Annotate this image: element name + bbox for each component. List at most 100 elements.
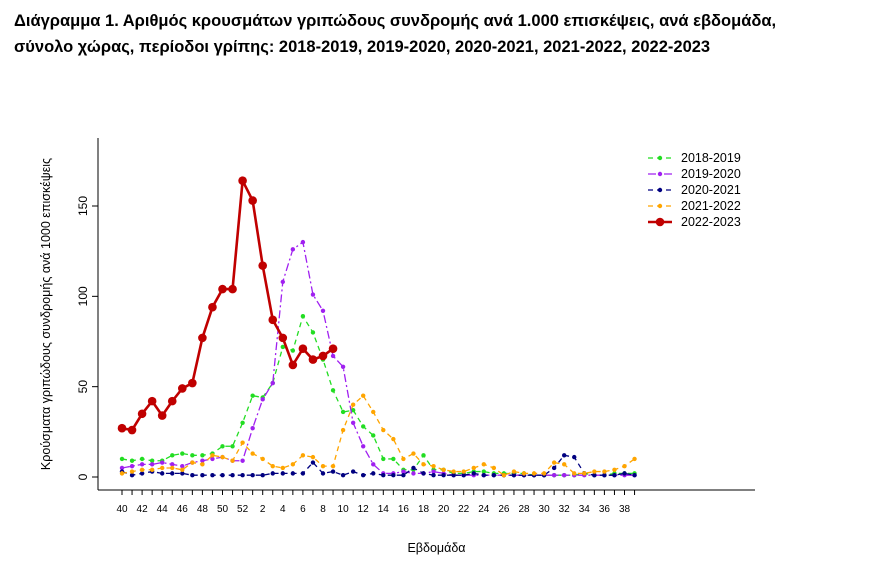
- x-tick-label: 52: [237, 504, 249, 515]
- data-point-2018-2019: [330, 388, 336, 393]
- data-point-2019-2020: [270, 380, 275, 386]
- data-point-2018-2019: [180, 451, 185, 456]
- data-point-2022-2023: [117, 423, 127, 433]
- data-point-2018-2019: [230, 444, 235, 449]
- data-point-2018-2019: [190, 453, 195, 458]
- data-point-2021-2022: [260, 456, 265, 462]
- data-point-2020-2021: [381, 472, 386, 478]
- data-point-2021-2022: [531, 471, 537, 476]
- x-tick-label: 10: [338, 504, 350, 515]
- data-point-2020-2021: [481, 472, 486, 478]
- legend-label-2020-2021: 2020-2021: [681, 183, 741, 197]
- data-point-2018-2019: [250, 393, 255, 398]
- data-point-2022-2023: [328, 344, 338, 354]
- data-point-2021-2022: [290, 462, 296, 467]
- data-point-2019-2020: [361, 444, 366, 449]
- data-point-2018-2019: [139, 456, 145, 462]
- data-point-2020-2021: [371, 471, 376, 476]
- data-point-2020-2021: [491, 472, 497, 478]
- data-point-2020-2021: [270, 471, 275, 476]
- data-point-2021-2022: [632, 456, 637, 462]
- data-point-2020-2021: [401, 472, 406, 478]
- data-point-2020-2021: [612, 472, 617, 478]
- data-point-2021-2022: [310, 454, 316, 460]
- data-point-2020-2021: [461, 472, 466, 478]
- data-point-2021-2022: [210, 453, 215, 458]
- x-tick-label: 24: [478, 504, 490, 515]
- data-point-2021-2022: [250, 451, 255, 456]
- legend-marker-2018-2019: [657, 155, 663, 161]
- data-point-2021-2022: [381, 427, 386, 433]
- data-point-2021-2022: [149, 467, 155, 472]
- data-point-2021-2022: [371, 409, 376, 415]
- data-point-2018-2019: [361, 424, 366, 429]
- data-point-2020-2021: [361, 472, 366, 478]
- data-point-2021-2022: [582, 471, 587, 476]
- data-point-2018-2019: [481, 469, 486, 474]
- chart-title-line2: σύνολο χώρας, περίοδοι γρίπης: 2018-2019…: [14, 38, 711, 56]
- data-point-2019-2020: [180, 463, 185, 469]
- y-tick-label: 0: [76, 473, 90, 480]
- data-point-2022-2023: [208, 302, 217, 312]
- data-point-2022-2023: [318, 351, 328, 361]
- data-point-2019-2020: [310, 292, 316, 297]
- data-point-2021-2022: [551, 460, 557, 465]
- data-point-2021-2022: [541, 471, 547, 476]
- data-point-2020-2021: [411, 465, 416, 471]
- data-point-2021-2022: [119, 471, 125, 476]
- data-point-2019-2020: [290, 247, 296, 252]
- data-point-2022-2023: [178, 384, 187, 393]
- data-point-2019-2020: [411, 471, 416, 476]
- data-point-2018-2019: [119, 456, 125, 462]
- data-point-2022-2023: [288, 360, 298, 370]
- data-point-2020-2021: [230, 472, 235, 478]
- data-point-2019-2020: [240, 458, 245, 463]
- data-point-2022-2023: [228, 284, 237, 294]
- data-point-2020-2021: [190, 472, 195, 478]
- data-point-2018-2019: [240, 420, 245, 425]
- data-point-2021-2022: [602, 469, 607, 474]
- data-point-2022-2023: [238, 176, 247, 186]
- data-point-2019-2020: [401, 469, 406, 474]
- data-point-2020-2021: [330, 469, 336, 474]
- data-point-2019-2020: [431, 469, 436, 474]
- data-point-2021-2022: [170, 465, 175, 471]
- x-tick-label: 30: [539, 504, 551, 515]
- data-point-2019-2020: [139, 462, 145, 467]
- data-point-2018-2019: [340, 409, 346, 415]
- data-point-2021-2022: [491, 465, 497, 471]
- data-point-2021-2022: [572, 471, 577, 476]
- x-tick-label: 14: [378, 504, 390, 515]
- data-point-2021-2022: [471, 465, 476, 471]
- legend-label-2021-2022: 2021-2022: [681, 199, 741, 213]
- data-point-2020-2021: [391, 472, 396, 478]
- data-point-2018-2019: [381, 456, 386, 462]
- x-tick-label: 8: [320, 504, 326, 515]
- data-point-2020-2021: [622, 471, 627, 476]
- data-point-2021-2022: [401, 456, 406, 462]
- data-point-2020-2021: [441, 472, 446, 478]
- data-point-2020-2021: [139, 471, 145, 476]
- data-point-2021-2022: [230, 458, 235, 463]
- series-line-2022-2023: [121, 176, 334, 432]
- x-tick-label: 42: [137, 504, 149, 515]
- data-point-2019-2020: [280, 279, 285, 285]
- data-point-2022-2023: [248, 196, 257, 205]
- data-point-2020-2021: [250, 472, 255, 478]
- data-point-2021-2022: [501, 472, 507, 478]
- data-point-2021-2022: [340, 427, 346, 433]
- x-tick-label: 22: [458, 504, 470, 515]
- data-point-2021-2022: [220, 454, 225, 460]
- data-point-2021-2022: [139, 467, 145, 472]
- data-point-2018-2019: [421, 453, 426, 458]
- data-point-2019-2020: [551, 472, 557, 478]
- series-line-2020-2021: [121, 454, 635, 476]
- legend-marker-2021-2022: [657, 203, 663, 209]
- chart-title: Διάγραμμα 1. Αριθμός κρουσμάτων γριπώδου…: [14, 8, 864, 60]
- x-tick-label: 48: [197, 504, 209, 515]
- data-point-2022-2023: [147, 396, 157, 406]
- data-point-2018-2019: [391, 456, 396, 462]
- data-point-2019-2020: [371, 462, 376, 467]
- data-point-2020-2021: [431, 472, 436, 478]
- data-point-2018-2019: [290, 348, 296, 353]
